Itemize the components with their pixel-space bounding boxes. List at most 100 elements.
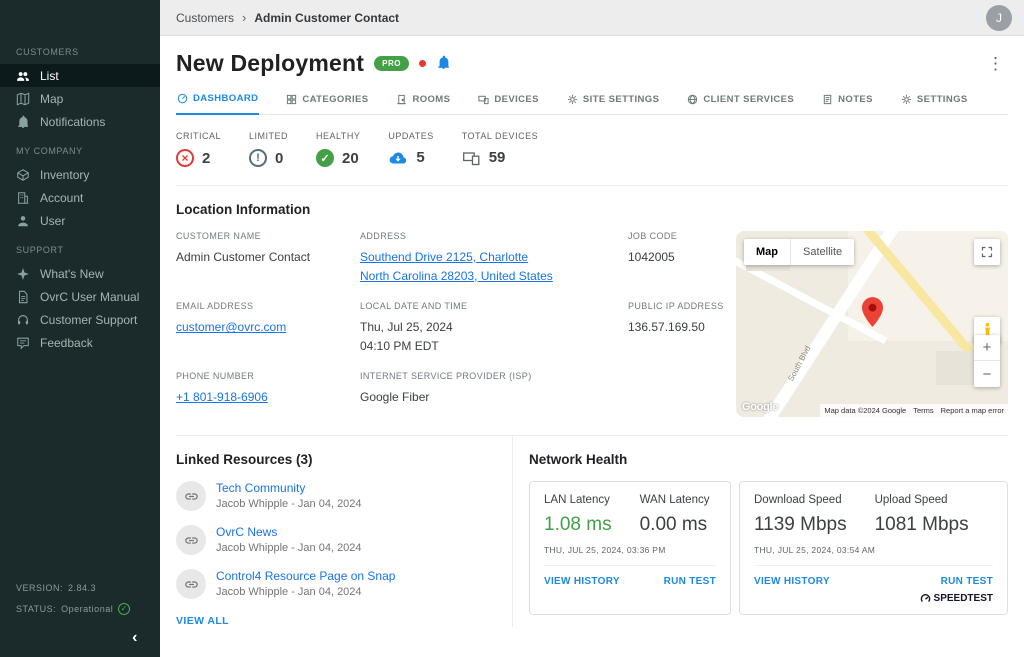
- view-history-button[interactable]: VIEW HISTORY: [754, 576, 830, 587]
- resource-link[interactable]: Control4 Resource Page on Snap: [216, 569, 396, 583]
- location-section-title: Location Information: [176, 202, 311, 217]
- sidebar-item-customer-support[interactable]: Customer Support: [0, 308, 160, 331]
- avatar[interactable]: J: [986, 5, 1012, 31]
- speed-timestamp: THU, JUL 25, 2024, 03:54 AM: [754, 545, 876, 555]
- location-section: CUSTOMER NAME Admin Customer Contact ADD…: [176, 231, 1008, 417]
- tab-label: NOTES: [838, 93, 873, 105]
- address-link[interactable]: North Carolina 28203, United States: [360, 268, 553, 283]
- satellite-button[interactable]: Satellite: [791, 239, 855, 265]
- notifications-bell-icon[interactable]: [436, 55, 451, 73]
- lan-latency: LAN Latency 1.08 ms: [544, 494, 612, 536]
- report-map-error-link[interactable]: Report a map error: [940, 406, 1004, 415]
- sidebar-item-whats-new[interactable]: What's New: [0, 262, 160, 285]
- network-health-cards: LAN Latency 1.08 ms WAN Latency 0.00 ms …: [529, 481, 1008, 615]
- latency-timestamp: THU, JUL 25, 2024, 03:36 PM: [544, 545, 666, 555]
- phone-link[interactable]: +1 801-918-6906: [176, 390, 268, 405]
- tab-rooms[interactable]: ROOMS: [395, 87, 451, 114]
- status-count: 59: [488, 149, 506, 166]
- sidebar-item-user[interactable]: User: [0, 209, 160, 232]
- tab-devices[interactable]: DEVICES: [477, 87, 540, 114]
- topbar: Customers › Admin Customer Contact J: [160, 0, 1024, 36]
- upload-speed-value: 1081 Mbps: [874, 514, 969, 535]
- speedtest-label: SPEEDTEST: [933, 593, 993, 604]
- door-icon: [397, 94, 407, 104]
- network-health-section: Network Health LAN Latency 1.08 ms WAN L…: [512, 436, 1008, 627]
- map-button[interactable]: Map: [744, 239, 791, 265]
- address-link[interactable]: Southend Drive 2125, Charlotte: [360, 250, 529, 264]
- sidebar-item-label: Inventory: [40, 167, 90, 182]
- content: New Deployment PRO ⋮ DASHBOARD CATEGORIE…: [160, 36, 1024, 657]
- field-label: LOCAL DATE AND TIME: [360, 301, 468, 312]
- avatar-initial: J: [996, 11, 1002, 25]
- view-all-button[interactable]: VIEW ALL: [176, 615, 229, 627]
- tab-notes[interactable]: NOTES: [821, 87, 874, 114]
- status-label: CRITICAL: [176, 131, 222, 141]
- tab-bar: DASHBOARD CATEGORIES ROOMS DEVICES SITE …: [176, 87, 1008, 115]
- people-icon: [17, 71, 29, 81]
- location-map[interactable]: South Blvd Map Satellite + −: [736, 231, 1008, 417]
- status-value: Operational: [61, 604, 114, 614]
- sidebar-item-inventory[interactable]: Inventory: [0, 163, 160, 186]
- document-icon: [18, 290, 28, 303]
- tab-label: SITE SETTINGS: [582, 93, 660, 105]
- email-link[interactable]: customer@ovrc.com: [176, 320, 287, 335]
- main-area: Customers › Admin Customer Contact J New…: [160, 0, 1024, 657]
- network-health-title: Network Health: [529, 452, 628, 467]
- status-line: STATUS: Operational ✓: [16, 603, 144, 615]
- run-test-button[interactable]: RUN TEST: [940, 576, 993, 587]
- page-header: New Deployment PRO ⋮: [176, 50, 1008, 77]
- tab-client-services[interactable]: CLIENT SERVICES: [686, 87, 795, 114]
- sidebar-item-feedback[interactable]: Feedback: [0, 331, 160, 354]
- critical-icon: ×: [176, 149, 194, 167]
- breadcrumb-customers[interactable]: Customers: [176, 10, 235, 25]
- bottom-row: Linked Resources (3) Tech Community Jaco…: [176, 436, 1008, 627]
- zoom-in-button[interactable]: +: [974, 335, 1000, 361]
- dashboard-icon: [177, 93, 188, 104]
- sidebar-item-label: User: [40, 213, 66, 228]
- status-count: 0: [275, 149, 284, 167]
- field-label: CUSTOMER NAME: [176, 231, 262, 241]
- more-options-kebab-icon[interactable]: ⋮: [987, 53, 1004, 73]
- bell-icon: [17, 115, 29, 128]
- sidebar-item-list[interactable]: List: [0, 64, 160, 87]
- lan-latency-value: 1.08 ms: [544, 514, 612, 535]
- field-value: 04:10 PM EDT: [360, 338, 439, 353]
- pro-badge: PRO: [374, 56, 409, 71]
- resource-link[interactable]: OvrC News: [216, 525, 278, 539]
- lan-latency-label: LAN Latency: [544, 494, 610, 506]
- tab-categories[interactable]: CATEGORIES: [285, 87, 369, 114]
- map-data-text: Map data ©2024 Google: [824, 406, 907, 415]
- linked-resources-section: Linked Resources (3) Tech Community Jaco…: [176, 436, 512, 627]
- sidebar-item-notifications[interactable]: Notifications: [0, 110, 160, 133]
- resource-link[interactable]: Tech Community: [216, 481, 306, 495]
- field-empty: [628, 371, 724, 407]
- sidebar-collapse-button[interactable]: ‹: [132, 629, 138, 646]
- zoom-out-button[interactable]: −: [982, 365, 992, 383]
- alert-dot-icon: [418, 60, 426, 67]
- fullscreen-button[interactable]: [974, 239, 1000, 265]
- version-value: 2.84.3: [68, 583, 97, 593]
- warning-icon: !: [249, 149, 268, 167]
- sidebar-logo-area: [0, 0, 160, 34]
- run-test-button[interactable]: RUN TEST: [663, 576, 716, 587]
- sidebar-footer: VERSION: 2.84.3 STATUS: Operational ✓ ‹: [0, 583, 160, 657]
- note-icon: [823, 94, 832, 104]
- sidebar-item-label: Account: [40, 190, 84, 205]
- map-icon: [16, 92, 30, 105]
- tab-dashboard[interactable]: DASHBOARD: [176, 87, 260, 115]
- field-label: JOB CODE: [628, 231, 678, 241]
- sidebar-item-user-manual[interactable]: OvrC User Manual: [0, 285, 160, 308]
- tab-label: DEVICES: [494, 93, 539, 105]
- speedtest-gauge-icon: [920, 594, 930, 603]
- tab-label: ROOMS: [412, 93, 451, 105]
- terms-link[interactable]: Terms: [913, 406, 934, 415]
- sidebar-item-map[interactable]: Map: [0, 87, 160, 110]
- tab-site-settings[interactable]: SITE SETTINGS: [566, 87, 660, 114]
- wan-latency: WAN Latency 0.00 ms: [640, 494, 710, 536]
- sparkle-icon: [17, 267, 29, 280]
- view-history-button[interactable]: VIEW HISTORY: [544, 576, 620, 587]
- sidebar-item-account[interactable]: Account: [0, 186, 160, 209]
- tab-settings[interactable]: SETTINGS: [900, 87, 969, 114]
- device-status-summary: CRITICAL × 2 LIMITED ! 0 HEALTHY: [176, 131, 1008, 167]
